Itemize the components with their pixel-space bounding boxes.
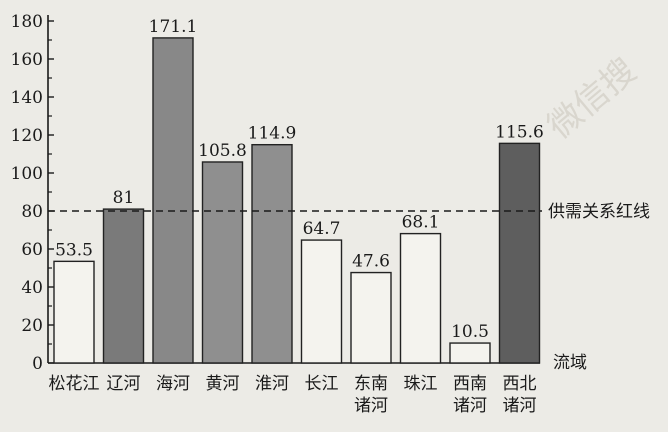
bar-value-label: 64.7 [303,219,341,239]
bar-5 [300,239,343,364]
bar-value-label: 114.9 [248,124,297,144]
category-label: 辽河 [107,374,141,394]
y-tick-label: 0 [32,354,43,374]
y-tick-label: 120 [11,126,43,146]
bar-value-label: 68.1 [402,213,440,233]
category-label: 东南 [354,374,388,394]
bar-value-label: 81 [113,188,135,208]
y-tick-label: 180 [11,12,43,32]
category-label: 松花江 [49,374,100,394]
category-label: 西南 [453,374,487,394]
bar-4 [251,143,293,364]
category-label: 长江 [305,374,339,394]
y-tick-label: 60 [21,240,43,260]
category-label: 诸河 [503,396,537,416]
bar-value-label: 10.5 [451,322,489,342]
bar-value-label: 105.8 [198,141,247,161]
bar-value-label: 53.5 [55,240,93,260]
bar-9 [498,142,541,364]
y-tick-label: 40 [21,278,43,298]
bar-8 [449,342,491,364]
category-label: 黄河 [206,374,240,394]
bar-6 [350,271,392,364]
category-label: 海河 [156,374,190,394]
y-tick-label: 20 [21,316,43,336]
y-tick-label: 100 [11,164,43,184]
bar-value-label: 115.6 [495,122,544,142]
y-tick-label: 140 [11,88,43,108]
bar-3 [201,161,244,364]
y-tick-label: 160 [11,50,43,70]
category-label: 西北 [503,374,537,394]
watermark-text: 微信搜 [540,51,644,147]
bar-value-label: 47.6 [352,252,390,272]
category-label: 珠江 [404,374,438,394]
category-label: 淮河 [255,374,289,394]
bar-value-label: 171.1 [149,17,198,37]
category-label: 诸河 [453,396,487,416]
bar-1 [102,208,145,364]
category-label: 诸河 [354,396,388,416]
bar-0 [53,260,95,364]
x-axis-label: 流域 [553,353,587,373]
bar-7 [399,232,442,364]
y-tick-label: 80 [21,202,43,222]
reference-line-label: 供需关系红线 [548,202,650,222]
bar-2 [152,37,194,364]
